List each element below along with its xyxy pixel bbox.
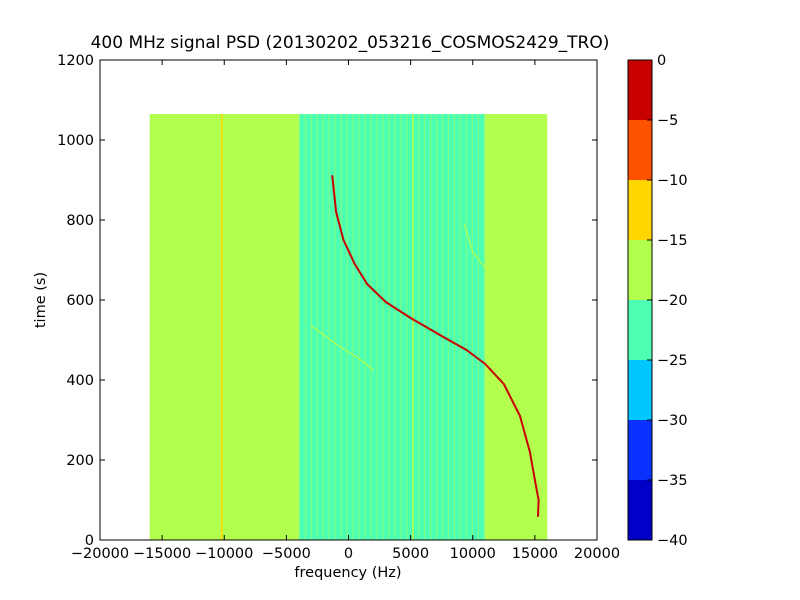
- heatmap-texture-stripe: [394, 114, 396, 540]
- heatmap-region: [149, 114, 299, 540]
- heatmap-texture-stripe: [430, 114, 432, 540]
- heatmap-texture-stripe: [400, 114, 402, 540]
- heatmap-texture-stripe: [376, 114, 378, 540]
- heatmap-texture-stripe: [322, 114, 324, 540]
- heatmap-texture-stripe: [441, 114, 444, 540]
- colorbar-tick-label: 0: [657, 53, 666, 69]
- colorbar-swatch: [628, 240, 652, 300]
- heatmap-texture-stripe: [346, 114, 348, 540]
- heatmap-texture-stripe: [447, 114, 450, 540]
- x-tick-label: −20000: [71, 546, 129, 562]
- heatmap-texture-stripe: [453, 114, 456, 540]
- colorbar-tick-label: −35: [657, 473, 688, 489]
- heatmap-texture-stripe: [352, 114, 354, 540]
- y-tick-label: 0: [85, 533, 94, 549]
- plot-area: −20000 −15000 −10000 −5000 0 5000 10000 15000 20…: [57, 53, 620, 562]
- heatmap-texture-stripe: [364, 114, 366, 540]
- colorbar-swatch: [628, 60, 652, 120]
- heatmap-region: [485, 114, 548, 540]
- colorbar-swatch: [628, 420, 652, 480]
- heatmap-texture-stripe: [477, 114, 479, 540]
- colorbar-swatch: [628, 480, 652, 540]
- heatmap-texture-stripe: [459, 114, 462, 540]
- x-tick-label: −5000: [262, 546, 311, 562]
- colorbar-tick-label: −30: [657, 413, 688, 429]
- heatmap-texture-stripe: [483, 114, 485, 540]
- x-tick-label: 15000: [512, 546, 558, 562]
- y-axis-ticks: 0 200 400 600 800 1000 1200: [57, 53, 597, 549]
- heatmap-texture-stripe: [340, 114, 342, 540]
- heatmap-layer: [149, 114, 548, 540]
- y-tick-label: 800: [66, 213, 94, 229]
- x-tick-label: 0: [344, 546, 353, 562]
- x-tick-label: 5000: [392, 546, 429, 562]
- y-tick-label: 600: [66, 293, 94, 309]
- heatmap-texture-stripe: [388, 114, 390, 540]
- x-tick-label: 10000: [450, 546, 496, 562]
- heatmap-texture-stripe: [310, 114, 312, 540]
- y-tick-label: 1200: [57, 53, 94, 69]
- heatmap-region: [298, 114, 486, 540]
- heatmap-texture-stripe: [358, 114, 360, 540]
- heatmap-texture-stripe: [316, 114, 318, 540]
- colorbar-swatch: [628, 120, 652, 180]
- doppler-signal-trace: [331, 175, 540, 517]
- heatmap-texture-stripe: [328, 114, 330, 540]
- y-tick-label: 200: [66, 453, 94, 469]
- colorbar-tick-label: −40: [657, 533, 688, 549]
- x-tick-label: −10000: [195, 546, 253, 562]
- colorbar-tick-label: −5: [657, 113, 678, 129]
- x-axis-ticks: −20000 −15000 −10000 −5000 0 5000 10000 15000 20…: [71, 60, 620, 562]
- trace-layer: [310, 175, 540, 517]
- colorbar-swatch: [628, 180, 652, 240]
- colorbar-tick-label: −20: [657, 293, 688, 309]
- x-axis-label: frequency (Hz): [294, 565, 401, 581]
- colorbar-tick-label: −10: [657, 173, 688, 189]
- x-tick-label: 20000: [574, 546, 620, 562]
- heatmap-texture-stripe: [382, 114, 384, 540]
- colorbar: −40 −35 −30 −25 −20 −15 −10 −5 0: [627, 53, 688, 549]
- heatmap-texture-stripe: [304, 114, 306, 540]
- y-tick-label: 400: [66, 373, 94, 389]
- heatmap-texture-stripe: [435, 114, 438, 540]
- x-tick-label: −15000: [133, 546, 191, 562]
- colorbar-tick-label: −15: [657, 233, 688, 249]
- y-tick-label: 1000: [57, 133, 94, 149]
- colorbar-swatch: [628, 360, 652, 420]
- colorbar-tick-label: −25: [657, 353, 688, 369]
- faint-signal-trace: [310, 325, 374, 371]
- heatmap-texture-stripe: [471, 114, 473, 540]
- heatmap-texture-stripe: [418, 114, 420, 540]
- heatmap-texture-stripe: [406, 114, 408, 540]
- y-axis-label: time (s): [33, 272, 49, 328]
- colorbar-swatch: [628, 300, 652, 360]
- heatmap-texture-stripe: [465, 114, 467, 540]
- heatmap-texture-stripe: [298, 114, 300, 540]
- heatmap-texture-stripe: [370, 114, 372, 540]
- chart-title: 400 MHz signal PSD (20130202_053216_COSM…: [91, 33, 610, 53]
- faint-signal-trace: [463, 223, 499, 281]
- heatmap-texture-stripe: [334, 114, 336, 540]
